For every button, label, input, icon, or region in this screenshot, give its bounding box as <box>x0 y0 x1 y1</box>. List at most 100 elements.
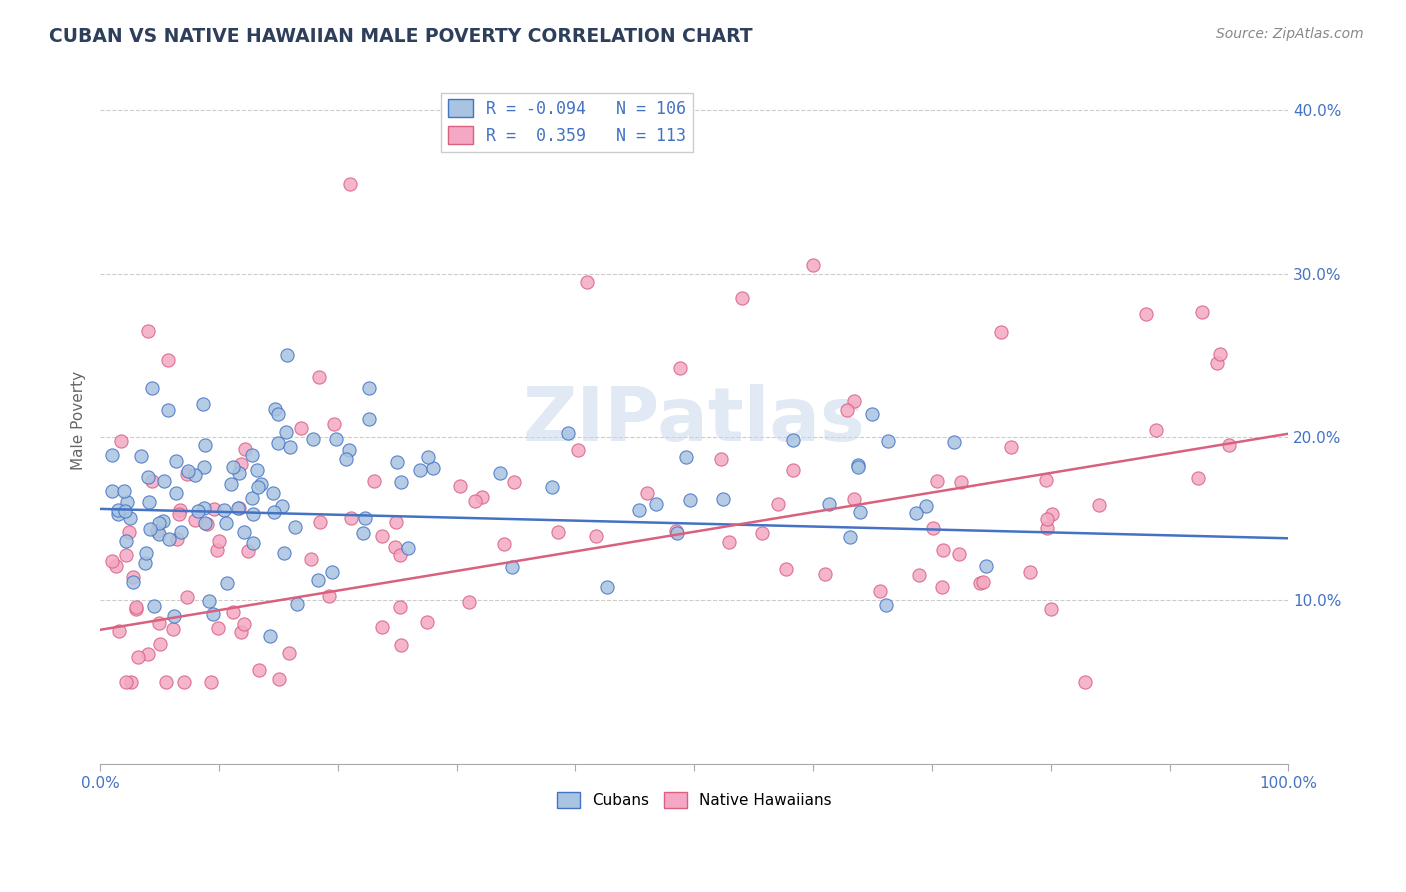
Point <box>136 647 159 661</box>
Point <box>904 506 927 520</box>
Point <box>290 421 312 435</box>
Point <box>627 503 650 517</box>
Point <box>195 516 218 531</box>
Point <box>200 675 222 690</box>
Point <box>155 675 177 690</box>
Point <box>359 411 381 425</box>
Point <box>118 525 141 540</box>
Point <box>226 501 249 516</box>
Point <box>352 526 374 541</box>
Point <box>146 524 169 538</box>
Point <box>323 417 346 432</box>
Point <box>173 675 195 690</box>
Point <box>388 548 411 562</box>
Point <box>948 547 970 561</box>
Point <box>187 504 209 518</box>
Point <box>117 495 139 509</box>
Point <box>191 397 214 411</box>
Point <box>1035 473 1057 487</box>
Point <box>208 534 231 549</box>
Point <box>127 649 149 664</box>
Point <box>385 515 408 529</box>
Point <box>557 426 579 441</box>
Point <box>240 491 263 505</box>
Point <box>969 575 991 590</box>
Point <box>207 621 229 635</box>
Point <box>501 559 523 574</box>
Text: CUBAN VS NATIVE HAWAIIAN MALE POVERTY CORRELATION CHART: CUBAN VS NATIVE HAWAIIAN MALE POVERTY CO… <box>49 27 752 45</box>
Point <box>228 467 250 481</box>
Point <box>1088 498 1111 512</box>
Point <box>636 486 658 500</box>
Point <box>101 448 124 462</box>
Point <box>136 324 159 338</box>
Point <box>339 177 361 191</box>
Point <box>396 541 419 555</box>
Point <box>835 402 858 417</box>
Point <box>120 675 142 690</box>
Point <box>302 432 325 446</box>
Point <box>1187 471 1209 485</box>
Legend: Cubans, Native Hawaiians: Cubans, Native Hawaiians <box>551 786 838 814</box>
Point <box>240 448 263 462</box>
Point <box>115 675 138 690</box>
Point <box>644 497 666 511</box>
Point <box>232 524 254 539</box>
Point <box>849 505 872 519</box>
Point <box>846 460 869 475</box>
Point <box>242 536 264 550</box>
Point <box>1135 307 1157 321</box>
Point <box>141 381 163 395</box>
Point <box>389 600 412 615</box>
Point <box>464 493 486 508</box>
Point <box>267 408 290 422</box>
Point <box>266 435 288 450</box>
Point <box>120 511 142 525</box>
Point <box>585 529 607 543</box>
Point <box>1000 440 1022 454</box>
Point <box>101 554 124 568</box>
Point <box>148 516 170 530</box>
Point <box>141 474 163 488</box>
Point <box>277 647 299 661</box>
Point <box>335 452 357 467</box>
Point <box>576 275 599 289</box>
Point <box>458 595 481 609</box>
Point <box>567 442 589 457</box>
Point <box>217 576 239 591</box>
Point <box>990 325 1012 339</box>
Point <box>212 503 235 517</box>
Point <box>675 450 697 465</box>
Point <box>276 348 298 362</box>
Point <box>246 480 269 494</box>
Point <box>166 532 188 546</box>
Point <box>710 452 733 467</box>
Point <box>148 526 170 541</box>
Point <box>263 505 285 519</box>
Point <box>162 622 184 636</box>
Point <box>157 403 180 417</box>
Point <box>370 620 392 634</box>
Point <box>184 513 207 527</box>
Point <box>502 475 524 489</box>
Point <box>273 546 295 560</box>
Point <box>1036 512 1059 526</box>
Point <box>107 503 129 517</box>
Point <box>449 479 471 493</box>
Point <box>157 352 180 367</box>
Point <box>318 589 340 603</box>
Point <box>666 525 689 540</box>
Point <box>108 624 131 638</box>
Point <box>922 520 945 534</box>
Point <box>114 504 136 518</box>
Point <box>471 490 494 504</box>
Point <box>422 460 444 475</box>
Point <box>194 516 217 531</box>
Point <box>122 574 145 589</box>
Point <box>198 594 221 608</box>
Point <box>122 570 145 584</box>
Point <box>152 474 174 488</box>
Point <box>149 637 172 651</box>
Point <box>489 467 512 481</box>
Point <box>1218 438 1240 452</box>
